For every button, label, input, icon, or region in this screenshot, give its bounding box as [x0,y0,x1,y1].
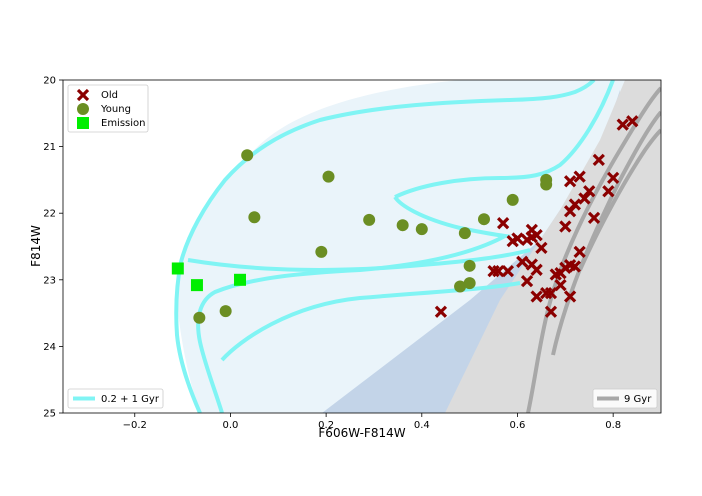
legend-young-label: Young [100,104,131,115]
point-old [583,185,596,198]
point-old [530,290,543,303]
plot-frame [62,79,662,414]
point-young [193,311,206,324]
point-old [554,278,567,292]
point-old [568,198,582,211]
point-old [578,192,591,205]
y-tick-label: 20 [43,76,56,87]
isochrone-young-outer [174,80,596,413]
y-tick-label: 22 [43,209,56,220]
isochrone-young-lower-branch [220,281,521,362]
legend-isochrone-old-box [592,388,658,409]
point-young [415,223,428,236]
legend-emission-label: Emission [101,118,146,129]
point-old [516,255,529,268]
x-tick-label: 0.8 [605,420,621,431]
point-young [540,178,553,191]
shaded-regions [176,80,661,413]
point-old [544,305,558,318]
y-tick-label: 21 [43,142,56,153]
point-old [434,305,448,318]
x-tick-label: 0.4 [414,420,430,431]
point-old [573,170,586,183]
isochrone-old-2 [551,110,661,356]
point-old [496,217,510,230]
point-old [544,286,558,300]
point-young [241,149,254,162]
point-emission [171,262,184,275]
point-old [602,185,615,198]
y-tick-label: 24 [43,342,56,353]
isochrone-young-mid [187,248,531,272]
point-young [463,277,476,290]
point-old [520,275,534,288]
point-old [511,232,524,245]
legend-isochrone-young: 0.2 + 1 Gyr [67,388,164,409]
point-young [506,193,519,206]
point-old [559,220,572,233]
legend-isochrone-young-box [67,388,164,409]
x-tick-label: 0.2 [318,420,334,431]
point-young [454,280,467,293]
point-young [322,170,335,183]
point-emission [234,273,247,286]
legend-isochrone-old: 9 Gyr [592,388,658,409]
point-emission [190,279,203,292]
point-young [248,211,261,224]
point-young [477,213,490,226]
point-old [530,263,543,276]
point-old [568,260,582,273]
x-axis-ticks: −0.2 0.0 0.2 0.4 0.6 0.8 [123,413,621,431]
point-young [315,245,328,258]
legend-old-label: Old [101,90,118,101]
isochrone-old-3 [578,128,661,271]
point-young [396,219,409,232]
point-old [626,115,639,128]
y-axis-ticks: 20 21 22 23 24 25 [43,76,63,420]
x-tick-label: −0.2 [123,420,147,431]
y-axis-label: F814W [29,225,43,267]
gray-shade-region [445,80,661,413]
x-tick-label: 0.6 [510,420,526,431]
point-old [563,290,577,303]
point-old [616,118,629,131]
point-young [363,213,376,226]
isochrone-old-1 [526,86,661,413]
y-tick-label: 23 [43,275,56,286]
point-old [573,245,586,258]
data-points [171,115,639,324]
point-old [587,211,601,224]
point-young [219,305,232,318]
point-young [458,227,471,240]
legend-isochrone-old-label: 9 Gyr [624,394,652,405]
point-old [530,229,543,242]
point-old [501,265,515,278]
legend-emission-marker [77,117,89,129]
y-tick-label: 25 [43,409,56,420]
x-tick-label: 0.0 [222,420,238,431]
isochrone-young-inner-loop [394,80,615,199]
legend-old-marker [76,88,90,102]
legend-markers: Old Young Emission [67,84,149,133]
point-old [607,171,620,185]
point-old [563,175,577,188]
point-young [463,259,476,272]
point-old [487,265,500,278]
point-old [592,153,605,167]
legend-isochrone-young-label: 0.2 + 1 Gyr [101,394,160,405]
legend-young-marker [77,103,89,115]
point-old [535,241,548,254]
x-axis-label: F606W-F814W [318,426,405,440]
isochrone-curves [174,80,661,413]
